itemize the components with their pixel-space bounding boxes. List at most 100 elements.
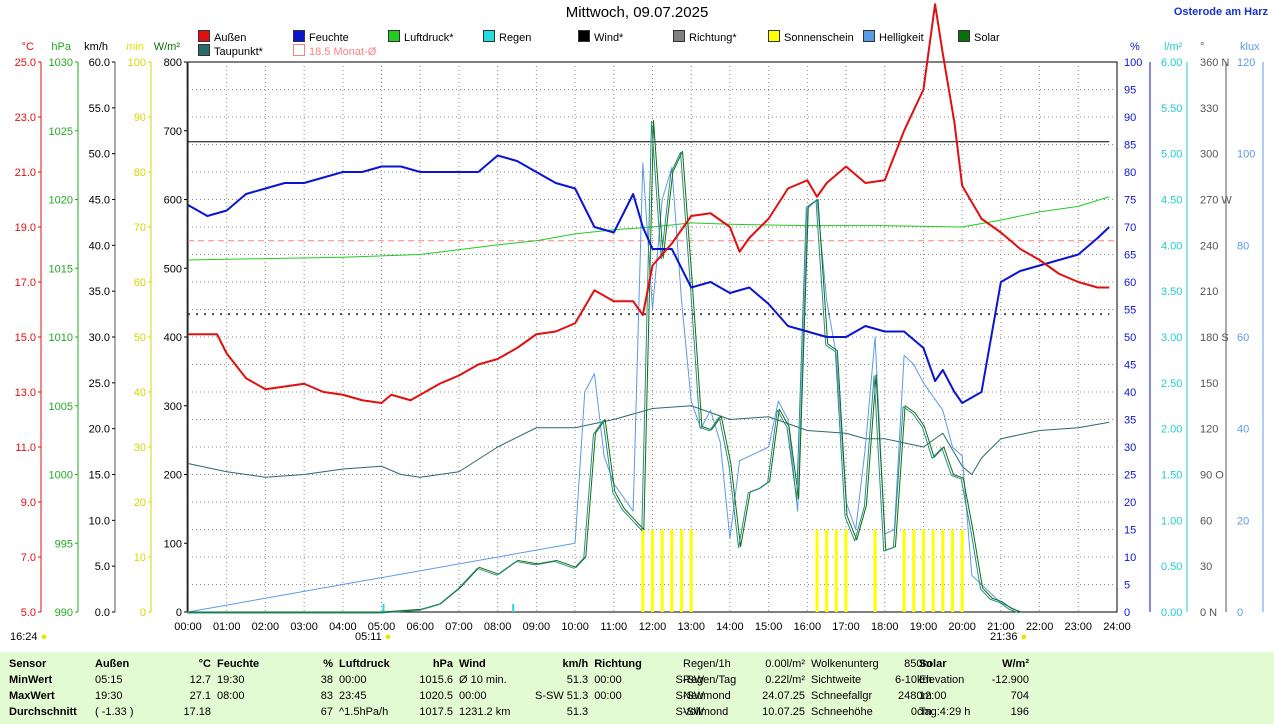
axis-tick-kmh: 10.0	[89, 515, 110, 527]
axis-tick-dir: 300	[1200, 149, 1218, 161]
legend-item: Sonnenschein	[768, 30, 854, 44]
axis-unit-klux: klux	[1240, 41, 1260, 53]
axis-tick-kmh: 55.0	[89, 103, 110, 115]
legend-swatch	[198, 44, 210, 56]
stats-cell: 00:00	[339, 674, 367, 686]
legend-item: Solar	[958, 30, 1000, 44]
solar-line-shadow	[187, 120, 1020, 614]
stats-solar-value: 196	[1010, 706, 1029, 718]
stats-cell: 19:30	[95, 690, 123, 702]
sunset-label: 21:36	[990, 631, 1018, 643]
axis-tick-pct: 70	[1124, 222, 1136, 234]
axis-tick-dir: 60	[1200, 515, 1212, 527]
stats-extra-value: 6-10km	[895, 674, 932, 686]
stats-header-hpa: hPa	[432, 658, 453, 670]
legend-label: Sonnenschein	[784, 32, 854, 44]
legend-item: Richtung*	[673, 30, 737, 44]
stats-extra-value: 0cm	[910, 706, 932, 718]
legend-label: Richtung*	[689, 32, 737, 44]
axis-unit-min: min	[126, 41, 144, 53]
legend-swatch	[863, 30, 875, 42]
legend-swatch	[673, 30, 685, 42]
axis-tick-wm2: 700	[164, 126, 182, 138]
axis-tick-dir: 180 S	[1200, 332, 1229, 344]
axis-tick-wm2: 100	[164, 538, 182, 550]
axis-tick-time: 16:00	[794, 621, 822, 633]
axis-tick-min: 70	[134, 222, 146, 234]
axis-tick-klux: 60	[1237, 332, 1249, 344]
stats-extra-label: Schneehöhe	[811, 706, 873, 718]
legend-label: 18.5 Monat-Ø	[309, 46, 377, 58]
legend-label: Taupunkt*	[214, 46, 263, 58]
axis-tick-pct: 65	[1124, 250, 1136, 262]
stats-solar-unit: W/m²	[1002, 658, 1029, 670]
axis-tick-dir: 330	[1200, 103, 1218, 115]
stats-solar-table: Solar W/m² Elevation -12.900 12:00 704 Tag:…	[916, 656, 1032, 720]
axis-unit-wm2: W/m²	[154, 41, 181, 53]
legend-swatch	[483, 30, 495, 42]
axis-tick-pct: 5	[1124, 580, 1130, 592]
axis-tick-pct: 45	[1124, 360, 1136, 372]
axis-tick-pct: 90	[1124, 112, 1136, 124]
axis-tick-wm2: 300	[164, 401, 182, 413]
axis-tick-wm2: 200	[164, 470, 182, 482]
stats-extra-row: Regen/1h 0.00l/m² Wolkenunterg 850m	[680, 656, 935, 672]
stats-cell: 83	[320, 690, 333, 702]
axis-tick-wm2: 0	[176, 607, 182, 619]
stats-cell: 1017.5	[419, 706, 453, 718]
stats-cell: ^1.5hPa/h	[339, 706, 389, 718]
stats-cell: 00:00 S-SW	[591, 672, 707, 688]
stats-extra-label: Neumond	[683, 690, 731, 702]
stats-extra-row: Neumond 24.07.25 Schneefallgr 2480m	[680, 688, 935, 704]
legend-swatch	[958, 30, 970, 42]
stats-header-sensor: Sensor	[9, 658, 47, 670]
axis-tick-temp: 15.0	[15, 332, 36, 344]
stats-header-luftdruck: Luftdruck	[339, 658, 390, 670]
axis-tick-dir: 270 W	[1200, 195, 1232, 207]
stats-cell	[214, 704, 290, 720]
stats-cell: 00:00 S-SW	[591, 688, 707, 704]
axis-tick-temp: 19.0	[15, 222, 36, 234]
stats-row: MinWert 05:15 12.7 19:30 38 00:00 1015.6…	[6, 672, 707, 688]
axis-tick-time: 09:00	[523, 621, 551, 633]
axis-tick-temp: 7.0	[21, 552, 36, 564]
axis-tick-klux: 80	[1237, 240, 1249, 252]
stats-extra-row: Vollmond 10.07.25 Schneehöhe 0cm	[680, 704, 935, 720]
axis-tick-kmh: 45.0	[89, 195, 110, 207]
axis-tick-rain: 2.50	[1161, 378, 1182, 390]
axis-tick-time: 10:00	[561, 621, 589, 633]
stats-cell: 1231.2 km	[459, 706, 511, 718]
axis-tick-hpa: 1025	[49, 126, 73, 138]
axis-tick-temp: 25.0	[15, 57, 36, 69]
stats-solar-value: -12.900	[991, 674, 1029, 686]
axis-tick-time: 13:00	[677, 621, 705, 633]
axis-tick-kmh: 5.0	[95, 561, 110, 573]
axis-tick-time: 03:00	[290, 621, 318, 633]
axis-unit-dir: °	[1200, 41, 1204, 53]
axis-unit-rain: l/m²	[1164, 41, 1183, 53]
axis-tick-kmh: 35.0	[89, 286, 110, 298]
axis-tick-hpa: 1010	[49, 332, 73, 344]
axis-tick-klux: 40	[1237, 424, 1249, 436]
stats-cell-time: 00:00	[594, 674, 622, 686]
axis-tick-time: 05:00	[368, 621, 396, 633]
axis-tick-hpa: 1030	[49, 57, 73, 69]
stats-extra-value: 10.07.25	[762, 706, 805, 718]
axis-tick-time: 11:00	[600, 621, 627, 633]
axis-tick-hpa: 1015	[49, 263, 73, 275]
stats-cell: 51.3	[566, 706, 589, 718]
axis-tick-rain: 4.00	[1161, 240, 1182, 252]
legend-label: Luftdruck*	[404, 32, 454, 44]
axis-tick-klux: 0	[1237, 607, 1243, 619]
axis-tick-min: 60	[134, 277, 146, 289]
stats-extra-value: 850m	[904, 658, 932, 670]
axis-tick-hpa: 1000	[49, 470, 73, 482]
axis-tick-dir: 0 N	[1200, 607, 1217, 619]
stats-cell: 00:00	[459, 690, 487, 702]
solar-line	[189, 119, 1022, 613]
axis-tick-pct: 75	[1124, 195, 1136, 207]
axis-tick-time: 24:00	[1103, 621, 1131, 633]
stats-cell: 12.7	[189, 674, 211, 686]
axis-tick-time: 22:00	[1026, 621, 1054, 633]
axis-tick-kmh: 15.0	[89, 470, 110, 482]
